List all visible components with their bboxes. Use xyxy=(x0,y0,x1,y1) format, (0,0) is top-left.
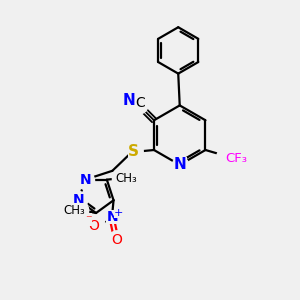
Text: N: N xyxy=(73,193,84,207)
Text: O: O xyxy=(111,233,122,248)
Text: C: C xyxy=(135,96,145,110)
Text: O: O xyxy=(88,218,99,233)
Text: +: + xyxy=(114,208,123,218)
Text: N: N xyxy=(106,210,118,224)
Text: N: N xyxy=(80,173,91,187)
Text: CH₃: CH₃ xyxy=(64,203,85,217)
Text: ⁻: ⁻ xyxy=(85,213,92,226)
Text: N: N xyxy=(123,94,136,109)
Text: CH₃: CH₃ xyxy=(115,172,137,185)
Text: N: N xyxy=(174,158,187,172)
Text: CF₃: CF₃ xyxy=(226,152,248,165)
Text: S: S xyxy=(128,144,139,159)
